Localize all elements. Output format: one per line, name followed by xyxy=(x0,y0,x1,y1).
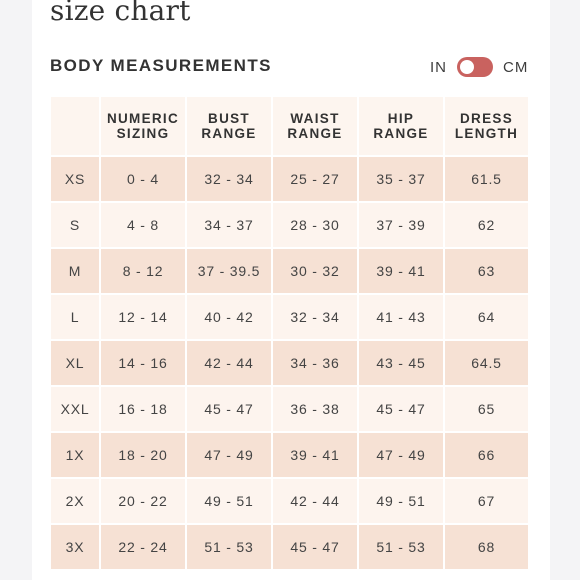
header-line: LENGTH xyxy=(454,126,519,141)
size-label: S xyxy=(51,203,99,247)
numeric-sizing-cell: 0 - 4 xyxy=(101,157,185,201)
waist-range-cell: 45 - 47 xyxy=(273,525,357,569)
size-label: 1X xyxy=(51,433,99,477)
bust-range-cell: 37 - 39.5 xyxy=(187,249,271,293)
header-line: HIP xyxy=(387,111,415,126)
hip-range-cell: 39 - 41 xyxy=(359,249,443,293)
dress-length-cell: 63 xyxy=(445,249,528,293)
hip-range-cell: 41 - 43 xyxy=(359,295,443,339)
table-row: XXL 16 - 18 45 - 47 36 - 38 45 - 47 65 xyxy=(51,387,528,431)
header-corner xyxy=(51,97,99,155)
numeric-sizing-cell: 4 - 8 xyxy=(101,203,185,247)
numeric-sizing-cell: 12 - 14 xyxy=(101,295,185,339)
waist-range-cell: 42 - 44 xyxy=(273,479,357,523)
page-title: size chart xyxy=(50,0,191,27)
hip-range-cell: 51 - 53 xyxy=(359,525,443,569)
size-label: 2X xyxy=(51,479,99,523)
header-waist-range: WAIST RANGE xyxy=(273,97,357,155)
table-row: L 12 - 14 40 - 42 32 - 34 41 - 43 64 xyxy=(51,295,528,339)
size-label: L xyxy=(51,295,99,339)
section-title: BODY MEASUREMENTS xyxy=(50,56,272,75)
bust-range-cell: 42 - 44 xyxy=(187,341,271,385)
hip-range-cell: 35 - 37 xyxy=(359,157,443,201)
waist-range-cell: 30 - 32 xyxy=(273,249,357,293)
header-line: NUMERIC xyxy=(106,111,180,126)
numeric-sizing-cell: 20 - 22 xyxy=(101,479,185,523)
numeric-sizing-cell: 18 - 20 xyxy=(101,433,185,477)
header-row: NUMERIC SIZING BUST RANGE WAIST RANGE HI… xyxy=(51,97,528,155)
size-table: NUMERIC SIZING BUST RANGE WAIST RANGE HI… xyxy=(49,95,530,571)
size-label: 3X xyxy=(51,525,99,569)
header-numeric-sizing: NUMERIC SIZING xyxy=(101,97,185,155)
bust-range-cell: 49 - 51 xyxy=(187,479,271,523)
numeric-sizing-cell: 16 - 18 xyxy=(101,387,185,431)
hip-range-cell: 43 - 45 xyxy=(359,341,443,385)
table-row: M 8 - 12 37 - 39.5 30 - 32 39 - 41 63 xyxy=(51,249,528,293)
bust-range-cell: 47 - 49 xyxy=(187,433,271,477)
size-label: XL xyxy=(51,341,99,385)
unit-toggle: IN CM xyxy=(430,56,528,78)
size-label: M xyxy=(51,249,99,293)
header-line: RANGE xyxy=(373,126,429,141)
dress-length-cell: 64 xyxy=(445,295,528,339)
hip-range-cell: 47 - 49 xyxy=(359,433,443,477)
dress-length-cell: 67 xyxy=(445,479,528,523)
header-line: RANGE xyxy=(287,126,343,141)
dress-length-cell: 68 xyxy=(445,525,528,569)
table-row: XL 14 - 16 42 - 44 34 - 36 43 - 45 64.5 xyxy=(51,341,528,385)
switch-knob xyxy=(460,60,474,74)
size-label: XS xyxy=(51,157,99,201)
waist-range-cell: 39 - 41 xyxy=(273,433,357,477)
bust-range-cell: 32 - 34 xyxy=(187,157,271,201)
table-row: S 4 - 8 34 - 37 28 - 30 37 - 39 62 xyxy=(51,203,528,247)
table-row: XS 0 - 4 32 - 34 25 - 27 35 - 37 61.5 xyxy=(51,157,528,201)
numeric-sizing-cell: 14 - 16 xyxy=(101,341,185,385)
dress-length-cell: 64.5 xyxy=(445,341,528,385)
hip-range-cell: 37 - 39 xyxy=(359,203,443,247)
header-line: DRESS xyxy=(459,111,513,126)
waist-range-cell: 36 - 38 xyxy=(273,387,357,431)
unit-in-label[interactable]: IN xyxy=(430,58,447,76)
dress-length-cell: 62 xyxy=(445,203,528,247)
header-hip-range: HIP RANGE xyxy=(359,97,443,155)
header-bust-range: BUST RANGE xyxy=(187,97,271,155)
unit-cm-label[interactable]: CM xyxy=(503,58,529,76)
bust-range-cell: 40 - 42 xyxy=(187,295,271,339)
bust-range-cell: 34 - 37 xyxy=(187,203,271,247)
unit-switch[interactable] xyxy=(457,57,493,77)
numeric-sizing-cell: 22 - 24 xyxy=(101,525,185,569)
table-row: 2X 20 - 22 49 - 51 42 - 44 49 - 51 67 xyxy=(51,479,528,523)
table-row: 1X 18 - 20 47 - 49 39 - 41 47 - 49 66 xyxy=(51,433,528,477)
bust-range-cell: 45 - 47 xyxy=(187,387,271,431)
header-dress-length: DRESS LENGTH xyxy=(445,97,528,155)
header-line: BUST xyxy=(208,111,250,126)
dress-length-cell: 66 xyxy=(445,433,528,477)
waist-range-cell: 25 - 27 xyxy=(273,157,357,201)
waist-range-cell: 28 - 30 xyxy=(273,203,357,247)
header-line: SIZING xyxy=(116,126,170,141)
size-label: XXL xyxy=(51,387,99,431)
table-row: 3X 22 - 24 51 - 53 45 - 47 51 - 53 68 xyxy=(51,525,528,569)
waist-range-cell: 34 - 36 xyxy=(273,341,357,385)
numeric-sizing-cell: 8 - 12 xyxy=(101,249,185,293)
dress-length-cell: 61.5 xyxy=(445,157,528,201)
hip-range-cell: 49 - 51 xyxy=(359,479,443,523)
header-line: WAIST xyxy=(290,111,340,126)
header-line: RANGE xyxy=(201,126,257,141)
dress-length-cell: 65 xyxy=(445,387,528,431)
bust-range-cell: 51 - 53 xyxy=(187,525,271,569)
waist-range-cell: 32 - 34 xyxy=(273,295,357,339)
hip-range-cell: 45 - 47 xyxy=(359,387,443,431)
